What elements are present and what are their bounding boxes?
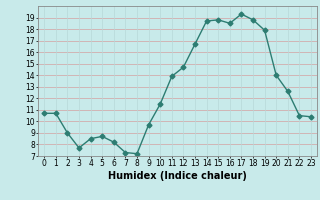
X-axis label: Humidex (Indice chaleur): Humidex (Indice chaleur) <box>108 171 247 181</box>
